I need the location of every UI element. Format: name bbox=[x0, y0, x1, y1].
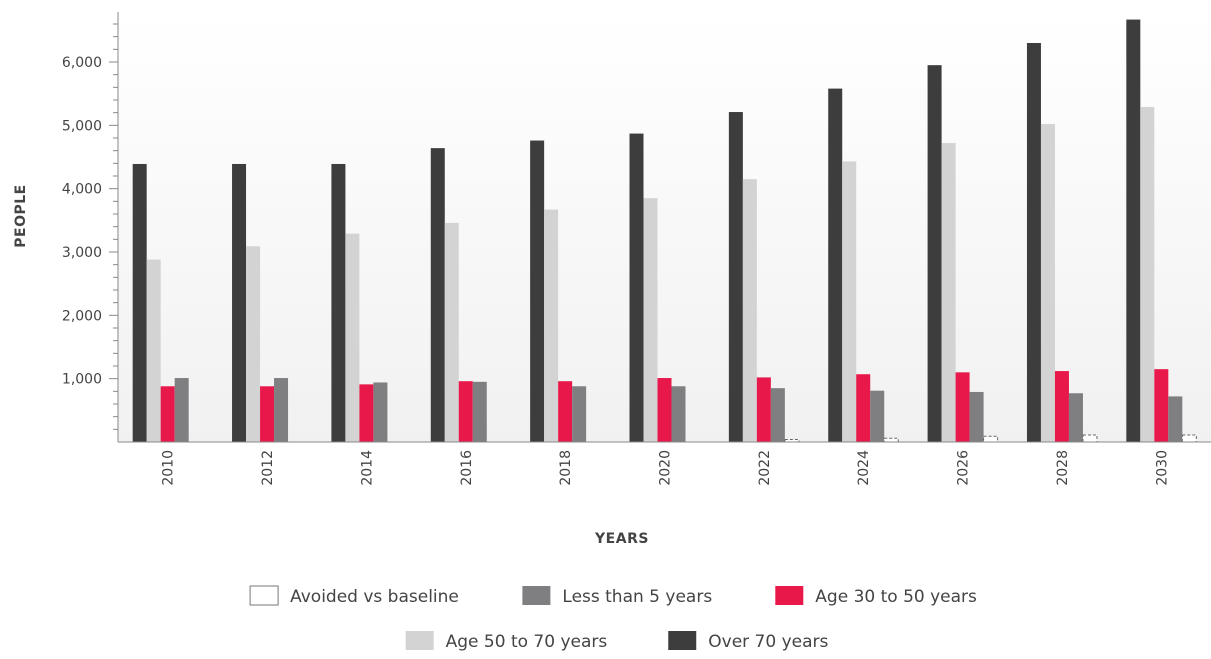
bar-less-than-5-years-2012[interactable] bbox=[274, 378, 288, 442]
bar-less-than-5-years-2016[interactable] bbox=[473, 382, 487, 442]
x-tick-label: 2030 bbox=[1154, 450, 1170, 486]
bar-avoided-vs-baseline-2024[interactable] bbox=[884, 438, 898, 442]
bar-age-50-to-70-years-2026[interactable] bbox=[942, 143, 956, 442]
x-tick-label: 2026 bbox=[956, 450, 972, 486]
bar-age-50-to-70-years-2018[interactable] bbox=[544, 210, 558, 442]
bar-age-30-to-50-years-2030[interactable] bbox=[1154, 369, 1168, 442]
bar-over-70-years-2026[interactable] bbox=[928, 65, 942, 442]
bar-age-50-to-70-years-2030[interactable] bbox=[1140, 107, 1154, 442]
x-tick-label: 2018 bbox=[558, 450, 574, 486]
bar-age-30-to-50-years-2016[interactable] bbox=[459, 381, 473, 442]
bar-age-30-to-50-years-2014[interactable] bbox=[359, 384, 373, 442]
x-tick-label: 2012 bbox=[260, 450, 276, 486]
legend-swatch-age-30-to-50-years[interactable] bbox=[775, 586, 803, 605]
bar-over-70-years-2014[interactable] bbox=[331, 164, 345, 442]
bar-age-30-to-50-years-2012[interactable] bbox=[260, 386, 274, 442]
legend-label-age-30-to-50-years[interactable]: Age 30 to 50 years bbox=[815, 587, 977, 607]
bar-over-70-years-2022[interactable] bbox=[729, 112, 743, 442]
x-tick-label: 2024 bbox=[856, 450, 872, 486]
bar-over-70-years-2028[interactable] bbox=[1027, 43, 1041, 442]
legend: Avoided vs baseline Less than 5 years Age … bbox=[250, 586, 977, 652]
legend-label-avoided-vs-baseline[interactable]: Avoided vs baseline bbox=[290, 587, 459, 607]
y-axis-title: PEOPLE bbox=[13, 184, 29, 247]
x-tick-label: 2010 bbox=[161, 450, 177, 486]
bar-age-30-to-50-years-2020[interactable] bbox=[658, 378, 672, 442]
y-axis: 1,000 2,000 3,000 4,000 5,000 6,000 bbox=[62, 12, 118, 442]
bar-less-than-5-years-2024[interactable] bbox=[870, 391, 884, 442]
bar-over-70-years-2010[interactable] bbox=[133, 164, 147, 442]
bar-age-30-to-50-years-2010[interactable] bbox=[161, 386, 175, 442]
legend-swatch-over-70-years[interactable] bbox=[668, 631, 696, 650]
bar-over-70-years-2020[interactable] bbox=[630, 134, 644, 442]
x-tick-label: 2028 bbox=[1055, 450, 1071, 486]
legend-swatch-less-than-5-years[interactable] bbox=[522, 586, 550, 605]
legend-label-age-50-to-70-years[interactable]: Age 50 to 70 years bbox=[446, 632, 608, 652]
bar-age-50-to-70-years-2024[interactable] bbox=[842, 161, 856, 442]
bar-age-30-to-50-years-2018[interactable] bbox=[558, 381, 572, 442]
bar-age-30-to-50-years-2024[interactable] bbox=[856, 374, 870, 442]
bar-less-than-5-years-2026[interactable] bbox=[970, 392, 984, 442]
x-tick-label: 2022 bbox=[757, 450, 773, 486]
bar-age-30-to-50-years-2022[interactable] bbox=[757, 377, 771, 442]
x-axis-title: YEARS bbox=[594, 531, 649, 547]
x-tick-label: 2014 bbox=[359, 450, 375, 486]
legend-swatch-age-50-to-70-years[interactable] bbox=[406, 631, 434, 650]
bar-age-50-to-70-years-2010[interactable] bbox=[147, 260, 161, 442]
x-tick-label: 2020 bbox=[658, 450, 674, 486]
bar-over-70-years-2012[interactable] bbox=[232, 164, 246, 442]
bar-over-70-years-2030[interactable] bbox=[1126, 20, 1140, 442]
bar-age-30-to-50-years-2028[interactable] bbox=[1055, 371, 1069, 442]
bar-avoided-vs-baseline-2026[interactable] bbox=[984, 436, 998, 442]
y-tick-label: 4,000 bbox=[62, 182, 102, 198]
legend-label-less-than-5-years[interactable]: Less than 5 years bbox=[562, 587, 712, 607]
bar-less-than-5-years-2020[interactable] bbox=[672, 386, 686, 442]
bar-less-than-5-years-2028[interactable] bbox=[1069, 393, 1083, 442]
bar-age-50-to-70-years-2012[interactable] bbox=[246, 246, 260, 442]
bar-over-70-years-2016[interactable] bbox=[431, 148, 445, 442]
bar-age-50-to-70-years-2022[interactable] bbox=[743, 179, 757, 442]
bar-over-70-years-2024[interactable] bbox=[828, 89, 842, 442]
x-tick-label: 2016 bbox=[459, 450, 475, 486]
bar-avoided-vs-baseline-2028[interactable] bbox=[1083, 435, 1097, 442]
bar-age-50-to-70-years-2016[interactable] bbox=[445, 223, 459, 442]
bar-avoided-vs-baseline-2030[interactable] bbox=[1182, 435, 1196, 442]
y-tick-label: 3,000 bbox=[62, 245, 102, 261]
y-tick-label: 1,000 bbox=[62, 372, 102, 388]
bar-age-50-to-70-years-2014[interactable] bbox=[345, 234, 359, 442]
legend-label-over-70-years[interactable]: Over 70 years bbox=[708, 632, 828, 652]
y-tick-label: 5,000 bbox=[62, 118, 102, 134]
bar-less-than-5-years-2022[interactable] bbox=[771, 388, 785, 442]
bar-less-than-5-years-2030[interactable] bbox=[1168, 396, 1182, 442]
y-tick-label: 6,000 bbox=[62, 55, 102, 71]
bar-age-50-to-70-years-2020[interactable] bbox=[644, 198, 658, 442]
bar-less-than-5-years-2014[interactable] bbox=[373, 382, 387, 442]
bar-less-than-5-years-2010[interactable] bbox=[175, 378, 189, 442]
bar-age-50-to-70-years-2028[interactable] bbox=[1041, 124, 1055, 442]
x-axis: 2010 2012 2014 2016 2018 2020 2022 2024 2026 2028… bbox=[118, 442, 1211, 486]
bar-over-70-years-2018[interactable] bbox=[530, 141, 544, 442]
bar-less-than-5-years-2018[interactable] bbox=[572, 386, 586, 442]
y-tick-label: 2,000 bbox=[62, 308, 102, 324]
legend-swatch-avoided-vs-baseline[interactable] bbox=[250, 586, 278, 605]
bar-age-30-to-50-years-2026[interactable] bbox=[956, 372, 970, 442]
